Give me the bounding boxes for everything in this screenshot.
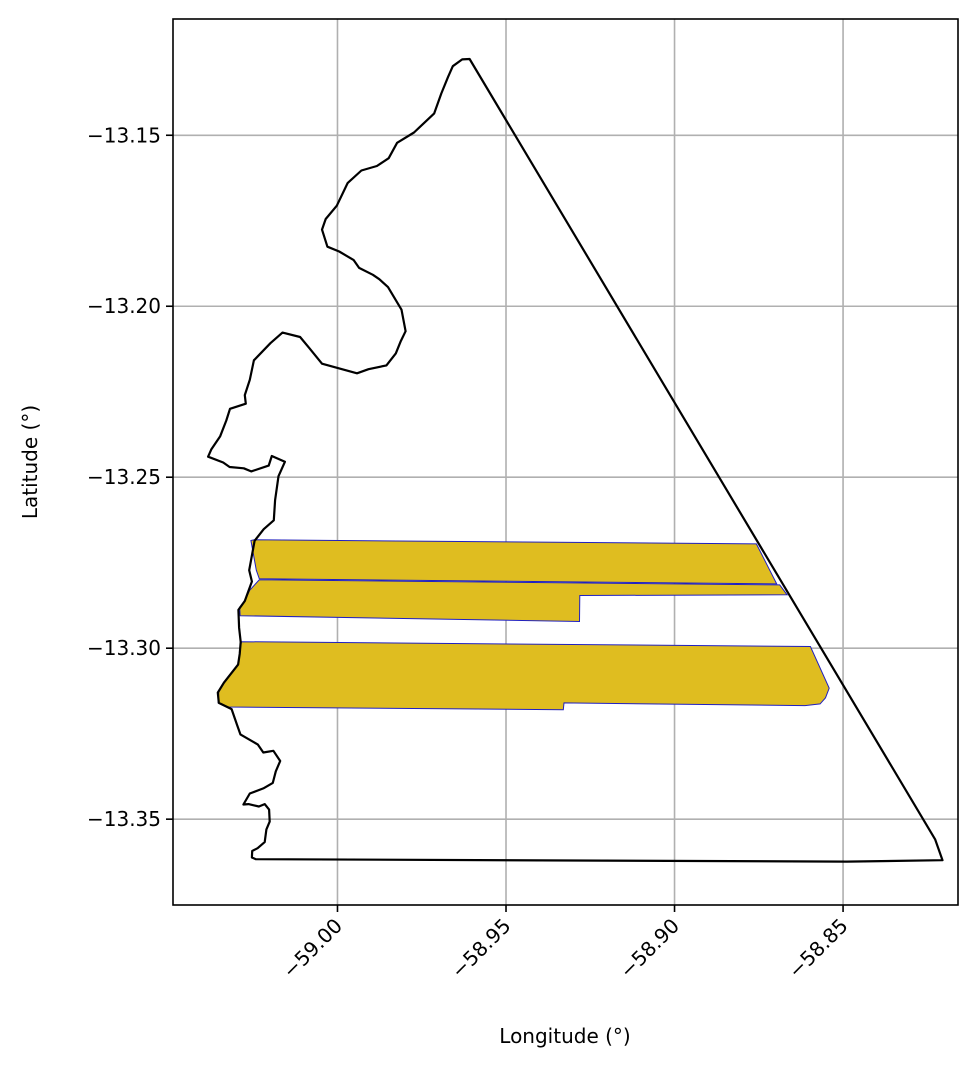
y-tick-label-2: −13.25 <box>87 465 161 489</box>
parcel-polygon-3 <box>217 641 830 711</box>
x-axis-title: Longitude (°) <box>499 1024 630 1048</box>
plot-frame <box>172 18 959 906</box>
y-tick-label-4: −13.35 <box>87 807 161 831</box>
y-tick-label-1: −13.20 <box>87 294 161 318</box>
region-boundary <box>207 57 944 863</box>
y-tick-label-3: −13.30 <box>87 636 161 660</box>
y-axis-title: Latitude (°) <box>18 405 42 519</box>
grid-lines <box>173 19 958 905</box>
boundary-polygon <box>207 57 944 863</box>
y-tick-label-0: −13.15 <box>87 123 161 147</box>
parcel-polygon-1 <box>250 539 778 585</box>
